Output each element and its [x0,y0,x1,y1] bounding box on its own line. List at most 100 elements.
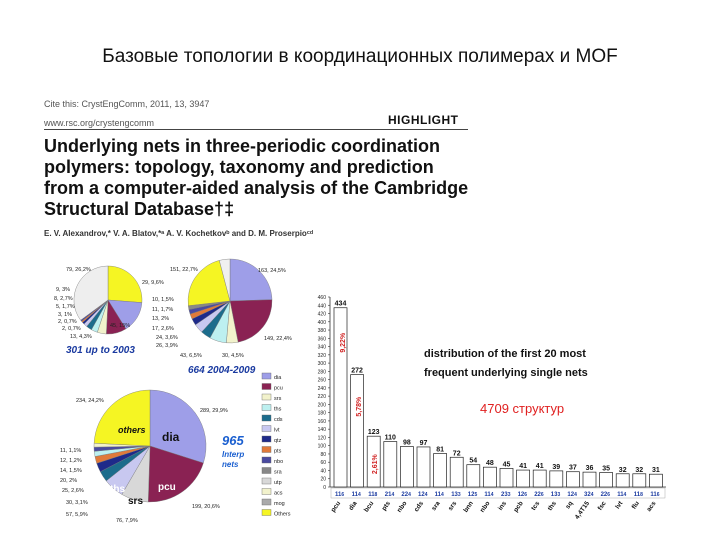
coordination-label: 118 [634,492,643,498]
pie-medium-label: 163, 24,5% [258,268,286,274]
category-label: cds [413,500,425,514]
pie-large-slice-label: ths [110,484,125,495]
bar [449,456,464,488]
percent-label: 9,22% [340,332,347,353]
bar [599,472,613,488]
slide-title: Базовые топологии в координационных поли… [102,46,618,67]
coordination-superscript: 4 [491,492,494,498]
coordination-superscript: 6 [524,492,527,498]
authors-line: E. V. Alexandrov,* V. A. Blatov,*ᵃ A. V.… [44,229,313,238]
percent-label: 2,61% [372,454,379,475]
coordination-label: 214 [385,492,395,498]
y-tick-label: 460 [318,295,327,301]
coordination-label: 124 [567,492,577,498]
pie-medium-label: 24, 3,6% [156,335,178,341]
y-tick-label: 340 [318,345,327,351]
bar-value-label: 45 [503,461,511,468]
y-tick-label: 40 [320,468,326,474]
coordination-label: 233 [501,492,511,498]
coordination-superscript: 4 [574,492,577,498]
legend-label: pts [274,449,282,455]
pie-large-center-text: nets [222,460,239,469]
legend-label: ths [274,407,282,413]
pie-medium-label: 11, 1,7% [152,307,173,313]
pie-small-caption: 301 up to 2003 [66,345,135,356]
coordination-superscript: 8 [375,492,378,498]
bar-value-label: 81 [436,447,444,454]
coordination-label: 116 [335,492,344,498]
coordination-superscript: 3 [508,492,511,498]
category-label: flu [631,500,641,511]
y-tick-label: 400 [318,320,327,326]
category-label: pcu [330,500,342,514]
legend-swatch [261,404,272,411]
pie-large-label: 11, 1,1% [60,448,81,454]
bar-value-label: 37 [569,465,577,472]
category-label: ins [497,500,508,512]
pie-medium-label: 151, 22,7% [170,267,198,273]
category-label: fsc [597,500,608,512]
coordination-superscript: 6 [657,492,660,498]
coordination-superscript: 4 [358,492,361,498]
bar-value-label: 54 [469,458,477,465]
pie-large-label: 76, 7,9% [116,518,138,524]
legend: dia pcu srs ths cds lvt qtz pts nbo sra utp acs mog O… [261,372,291,518]
pie-medium-label: 13, 2% [152,316,169,322]
legend-label: dia [274,375,282,381]
y-tick-label: 200 [318,402,327,408]
pie-large-slice-label: srs [128,496,143,507]
pie-medium-slice [229,258,273,302]
bar [350,374,364,488]
coordination-superscript: 6 [341,492,344,498]
pie-large-slice-label: others [118,425,146,435]
bar-value-label: 110 [385,435,396,442]
bar [416,446,431,488]
y-tick-label: 320 [318,353,327,359]
coordination-label: 114 [617,492,626,498]
bar [615,473,630,488]
y-tick-label: 240 [318,386,327,392]
category-label: tcs [530,500,541,512]
highlight-label: HIGHLIGHT [388,113,459,127]
pie-large-label: 20, 2% [60,478,77,484]
pie-large-label: 57, 5,9% [66,512,88,518]
y-tick-label: 100 [318,444,327,450]
bar-value-label: 123 [368,429,380,436]
bar-value-label: 434 [335,301,347,308]
category-label: ths [547,500,559,512]
legend-label: Others [274,512,291,518]
pie-large-slice-label: pcu [158,482,176,493]
coordination-band [330,487,666,499]
pie-small-slice [107,265,143,303]
legend-label: utp [274,480,282,486]
y-tick-label: 120 [318,435,327,441]
pie-large-label: 199, 20,6% [192,504,220,510]
coordination-label: 114 [352,492,361,498]
bar-value-label: 41 [519,463,527,470]
chart-title-line2: frequent underlying single nets [424,367,588,379]
pie-medium-slice [219,258,231,302]
category-label: lvt [614,499,625,510]
bar [466,464,481,488]
pie-small-label: 3, 1% [58,312,72,318]
pie-medium-label: 149, 22,4% [264,336,292,342]
coordination-label: 226 [534,492,544,498]
pie-small-label: 29, 9,6% [142,280,164,286]
pie-medium-label: 30, 4,5% [222,353,244,359]
coordination-superscript: 4 [441,492,444,498]
legend-swatch [261,446,272,453]
bar [483,466,497,488]
bar-value-label: 41 [536,463,544,470]
category-label: nbo [396,500,409,514]
pie-small-label: 2, 0,7% [62,326,81,332]
pie-large-label: 25, 2,6% [62,488,84,494]
legend-label: cds [274,417,283,423]
legend-swatch [261,509,272,516]
y-tick-label: 380 [318,328,327,334]
bar [499,468,514,488]
header-rule [44,129,468,130]
paper-title: Underlying nets in three-periodic coordi… [44,136,469,219]
pie-medium-label: 10, 1,5% [152,297,174,303]
coordination-superscript: 4 [391,492,394,498]
